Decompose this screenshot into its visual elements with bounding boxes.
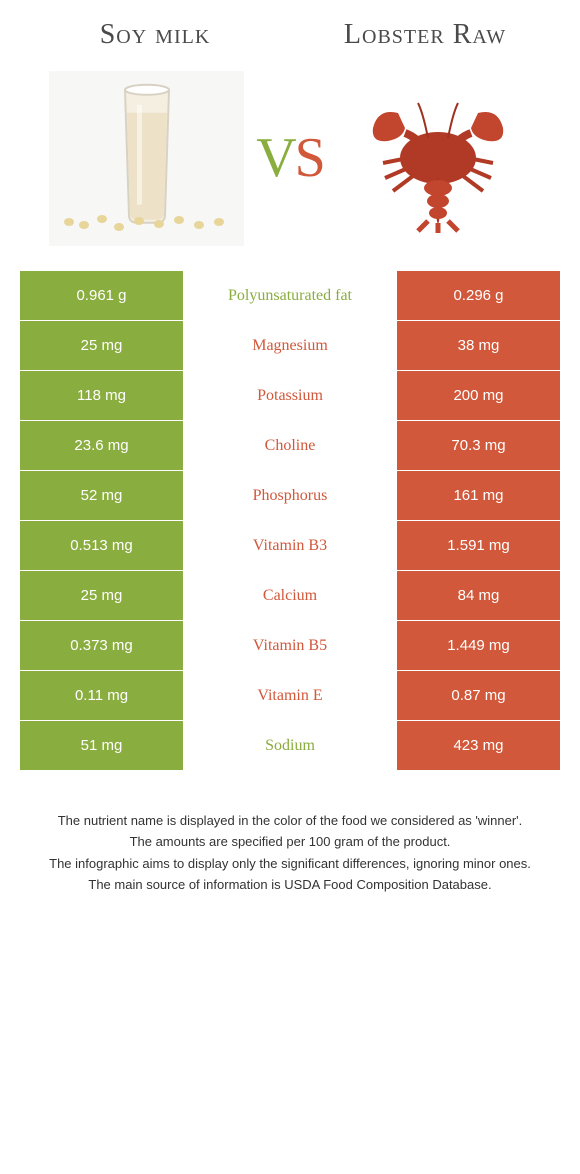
right-value-cell: 1.449 mg bbox=[397, 621, 560, 671]
left-value-cell: 118 mg bbox=[20, 371, 183, 421]
nutrient-name-cell: Phosphorus bbox=[183, 471, 397, 521]
right-value-cell: 423 mg bbox=[397, 721, 560, 771]
nutrient-name-cell: Vitamin E bbox=[183, 671, 397, 721]
table-row: 0.513 mgVitamin B31.591 mg bbox=[20, 521, 560, 571]
nutrient-name-cell: Sodium bbox=[183, 721, 397, 771]
footer-notes: The nutrient name is displayed in the co… bbox=[20, 811, 560, 895]
left-value-cell: 25 mg bbox=[20, 571, 183, 621]
right-value-cell: 0.296 g bbox=[397, 271, 560, 321]
right-value-cell: 70.3 mg bbox=[397, 421, 560, 471]
left-value-cell: 51 mg bbox=[20, 721, 183, 771]
table-row: 0.11 mgVitamin E0.87 mg bbox=[20, 671, 560, 721]
right-value-cell: 84 mg bbox=[397, 571, 560, 621]
nutrient-name-cell: Potassium bbox=[183, 371, 397, 421]
table-row: 51 mgSodium423 mg bbox=[20, 721, 560, 771]
left-value-cell: 23.6 mg bbox=[20, 421, 183, 471]
table-row: 118 mgPotassium200 mg bbox=[20, 371, 560, 421]
left-food-title: Soy milk bbox=[34, 20, 277, 51]
left-value-cell: 52 mg bbox=[20, 471, 183, 521]
left-value-cell: 0.11 mg bbox=[20, 671, 183, 721]
left-value-cell: 25 mg bbox=[20, 321, 183, 371]
vs-s: S bbox=[295, 127, 324, 189]
right-value-cell: 38 mg bbox=[397, 321, 560, 371]
nutrient-name-cell: Magnesium bbox=[183, 321, 397, 371]
right-food-image bbox=[336, 71, 531, 246]
footer-line: The main source of information is USDA F… bbox=[20, 875, 560, 895]
vs-label: VS bbox=[256, 126, 324, 190]
right-value-cell: 161 mg bbox=[397, 471, 560, 521]
table-row: 25 mgCalcium84 mg bbox=[20, 571, 560, 621]
right-value-cell: 1.591 mg bbox=[397, 521, 560, 571]
table-row: 0.961 gPolyunsaturated fat0.296 g bbox=[20, 271, 560, 321]
nutrient-name-cell: Calcium bbox=[183, 571, 397, 621]
left-value-cell: 0.513 mg bbox=[20, 521, 183, 571]
vs-v: V bbox=[256, 127, 294, 189]
images-row: VS bbox=[20, 71, 560, 246]
nutrient-name-cell: Polyunsaturated fat bbox=[183, 271, 397, 321]
footer-line: The nutrient name is displayed in the co… bbox=[20, 811, 560, 831]
nutrient-name-cell: Vitamin B5 bbox=[183, 621, 397, 671]
nutrient-name-cell: Vitamin B3 bbox=[183, 521, 397, 571]
left-value-cell: 0.373 mg bbox=[20, 621, 183, 671]
right-value-cell: 200 mg bbox=[397, 371, 560, 421]
table-row: 23.6 mgCholine70.3 mg bbox=[20, 421, 560, 471]
lobster-icon bbox=[343, 83, 523, 233]
table-row: 52 mgPhosphorus161 mg bbox=[20, 471, 560, 521]
table-row: 25 mgMagnesium38 mg bbox=[20, 321, 560, 371]
nutrient-table: 0.961 gPolyunsaturated fat0.296 g25 mgMa… bbox=[20, 271, 560, 771]
left-value-cell: 0.961 g bbox=[20, 271, 183, 321]
right-food-title: Lobster Raw bbox=[304, 20, 547, 51]
titles-row: Soy milk Lobster Raw bbox=[20, 20, 560, 51]
footer-line: The infographic aims to display only the… bbox=[20, 854, 560, 874]
footer-line: The amounts are specified per 100 gram o… bbox=[20, 832, 560, 852]
right-value-cell: 0.87 mg bbox=[397, 671, 560, 721]
table-row: 0.373 mgVitamin B51.449 mg bbox=[20, 621, 560, 671]
nutrient-name-cell: Choline bbox=[183, 421, 397, 471]
left-food-image bbox=[49, 71, 244, 246]
